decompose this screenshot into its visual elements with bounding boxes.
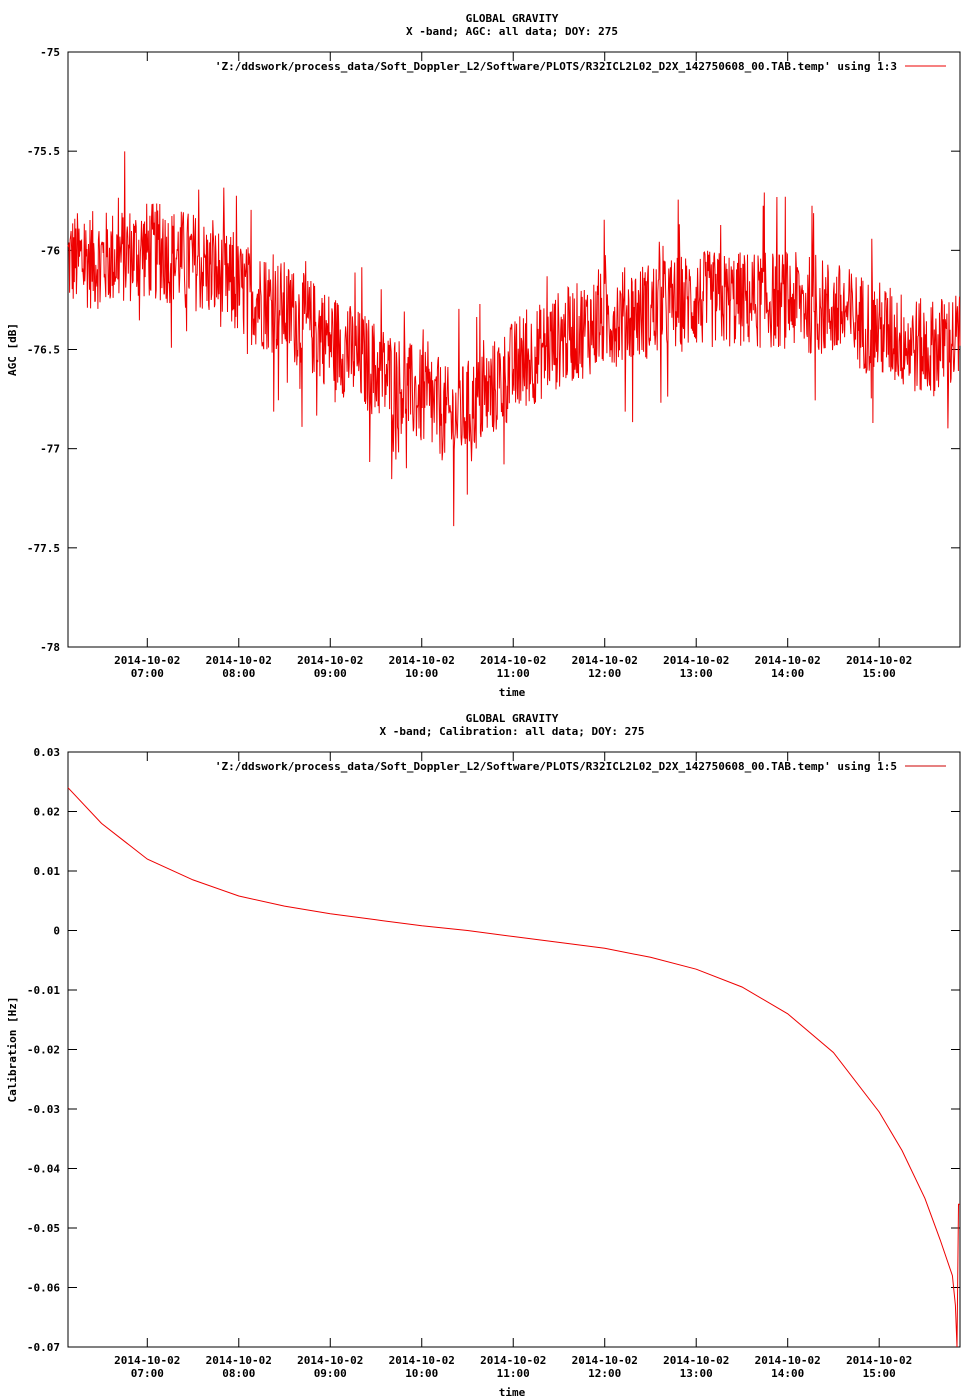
x-tick-label: 07:00 (131, 1367, 164, 1380)
x-tick-label: 08:00 (222, 1367, 255, 1380)
x-tick-label: 13:00 (680, 1367, 713, 1380)
x-tick-date-label: 2014-10-02 (846, 1354, 912, 1367)
x-tick-date-label: 2014-10-02 (297, 654, 363, 667)
legend-label: 'Z:/ddswork/process_data/Soft_Doppler_L2… (215, 60, 897, 73)
y-tick-label: -0.05 (27, 1222, 60, 1235)
x-tick-label: 08:00 (222, 667, 255, 680)
x-tick-label: 14:00 (771, 667, 804, 680)
x-tick-label: 11:00 (497, 667, 530, 680)
legend-label: 'Z:/ddswork/process_data/Soft_Doppler_L2… (215, 760, 897, 773)
x-tick-label: 13:00 (680, 667, 713, 680)
x-tick-date-label: 2014-10-02 (114, 1354, 180, 1367)
x-axis-label: time (499, 1386, 526, 1399)
x-tick-date-label: 2014-10-02 (206, 1354, 272, 1367)
x-tick-date-label: 2014-10-02 (297, 1354, 363, 1367)
y-tick-label: -78 (40, 641, 60, 654)
x-tick-label: 15:00 (863, 667, 896, 680)
series-line (67, 151, 961, 527)
x-tick-date-label: 2014-10-02 (755, 1354, 821, 1367)
y-tick-label: 0 (53, 925, 60, 938)
x-tick-label: 10:00 (405, 1367, 438, 1380)
x-tick-date-label: 2014-10-02 (480, 654, 546, 667)
series-line (67, 787, 960, 1348)
x-tick-label: 14:00 (771, 1367, 804, 1380)
y-tick-label: -75 (40, 46, 60, 59)
chart-subtitle: X -band; Calibration: all data; DOY: 275 (380, 725, 645, 738)
x-tick-date-label: 2014-10-02 (663, 654, 729, 667)
x-tick-date-label: 2014-10-02 (663, 1354, 729, 1367)
y-tick-label: 0.02 (34, 806, 61, 819)
chart-subtitle: X -band; AGC: all data; DOY: 275 (406, 25, 618, 38)
x-tick-date-label: 2014-10-02 (572, 1354, 638, 1367)
plot-frame (67, 751, 961, 1348)
x-tick-date-label: 2014-10-02 (846, 654, 912, 667)
x-tick-date-label: 2014-10-02 (480, 1354, 546, 1367)
x-tick-label: 09:00 (314, 1367, 347, 1380)
y-tick-label: -76 (40, 244, 60, 257)
x-tick-label: 15:00 (863, 1367, 896, 1380)
y-tick-label: -0.01 (27, 984, 60, 997)
x-tick-label: 10:00 (405, 667, 438, 680)
x-tick-date-label: 2014-10-02 (572, 654, 638, 667)
x-tick-date-label: 2014-10-02 (755, 654, 821, 667)
y-axis-label: Calibration [Hz] (6, 997, 19, 1103)
y-tick-label: -0.02 (27, 1044, 60, 1057)
chart-title: GLOBAL GRAVITY (466, 12, 559, 25)
y-tick-label: 0.03 (34, 746, 61, 759)
y-tick-label: 0.01 (34, 865, 61, 878)
x-axis-label: time (499, 686, 526, 699)
x-tick-date-label: 2014-10-02 (114, 654, 180, 667)
x-tick-label: 09:00 (314, 667, 347, 680)
y-tick-label: -77.5 (27, 542, 60, 555)
y-tick-label: -75.5 (27, 145, 60, 158)
y-tick-label: -0.04 (27, 1163, 60, 1176)
y-tick-label: -0.06 (27, 1282, 60, 1295)
x-tick-date-label: 2014-10-02 (206, 654, 272, 667)
y-axis-label: AGC [dB] (6, 323, 19, 376)
y-tick-label: -77 (40, 443, 60, 456)
x-tick-date-label: 2014-10-02 (389, 1354, 455, 1367)
y-tick-label: -76.5 (27, 344, 60, 357)
y-tick-label: -0.03 (27, 1103, 60, 1116)
x-tick-label: 11:00 (497, 1367, 530, 1380)
y-tick-label: -0.07 (27, 1341, 60, 1354)
x-tick-label: 12:00 (588, 667, 621, 680)
chart-title: GLOBAL GRAVITY (466, 712, 559, 725)
x-tick-label: 07:00 (131, 667, 164, 680)
x-tick-label: 12:00 (588, 1367, 621, 1380)
x-tick-date-label: 2014-10-02 (389, 654, 455, 667)
